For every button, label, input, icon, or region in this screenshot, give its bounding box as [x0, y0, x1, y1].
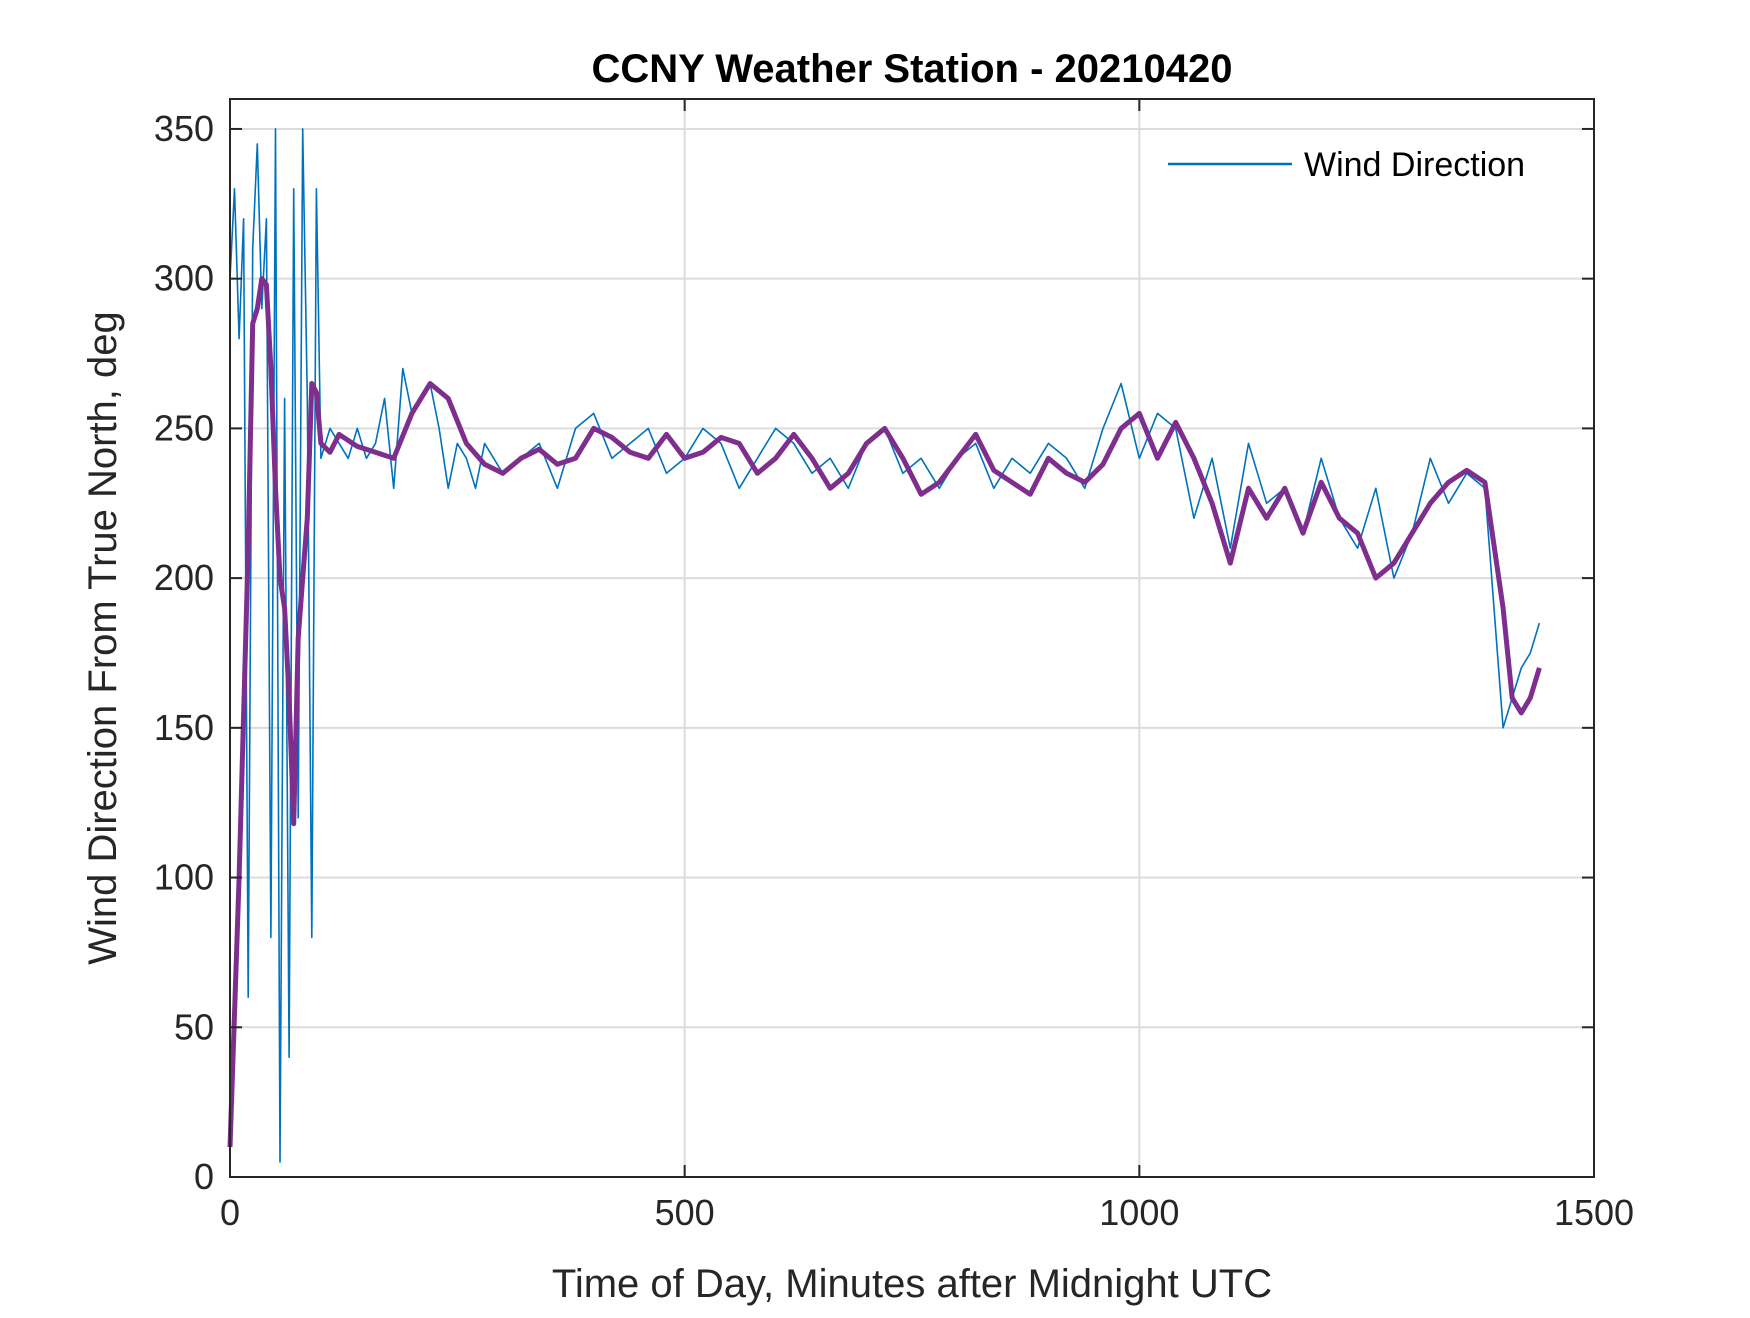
legend: Wind Direction	[1150, 135, 1560, 193]
series-wind-direction-line	[229, 128, 1541, 1163]
x-axis-label: Time of Day, Minutes after Midnight UTC	[552, 1262, 1272, 1306]
x-tick-label: 1500	[1554, 1192, 1634, 1233]
x-tick-label: 0	[220, 1192, 240, 1233]
y-tick-label: 350	[154, 108, 214, 149]
y-tick-label: 100	[154, 857, 214, 898]
legend-label-wind-direction: Wind Direction	[1304, 146, 1525, 184]
x-tick-label: 1000	[1099, 1192, 1179, 1233]
y-tick-label: 0	[194, 1156, 214, 1197]
series-smoothed-line	[227, 276, 1542, 1148]
y-tick-label: 200	[154, 557, 214, 598]
y-tick-label: 150	[154, 707, 214, 748]
y-tick-label: 250	[154, 407, 214, 448]
plot-area	[230, 99, 1594, 1177]
y-tick-label: 50	[174, 1006, 214, 1047]
series-layer	[227, 128, 1542, 1163]
chart-title: CCNY Weather Station - 20210420	[592, 47, 1233, 91]
x-tick-label: 500	[655, 1192, 715, 1233]
plot-frame	[229, 98, 1595, 1178]
y-tick-label: 300	[154, 258, 214, 299]
axis-ticks: 0 500 1000 1500 0 50 100 150 200 250 300 350	[154, 99, 1634, 1233]
y-axis-label: Wind Direction From True North, deg	[81, 311, 125, 965]
grid-lines	[229, 99, 1595, 1178]
